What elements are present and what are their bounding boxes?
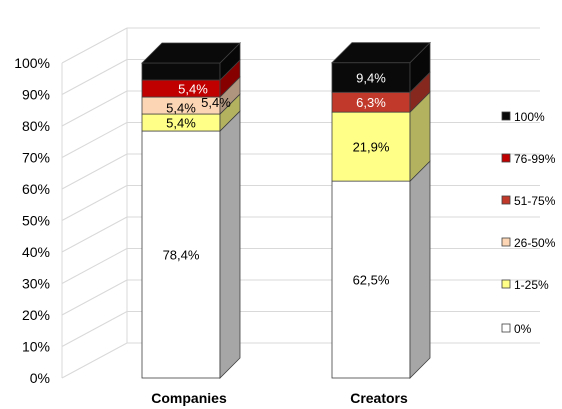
legend-swatch bbox=[501, 279, 511, 289]
bar-segment-creators-100pct bbox=[331, 41, 431, 94]
y-tick-label: 10% bbox=[22, 339, 50, 355]
y-axis-tick-labels: 0% 10% 20% 30% 40% 50% 60% 70% 80% 90% 100% bbox=[14, 55, 50, 386]
y-tick-label: 80% bbox=[22, 118, 50, 134]
bar-segment-companies-1-25pct bbox=[141, 93, 241, 133]
legend-label: 26-50% bbox=[514, 236, 556, 250]
legend-label: 51-75% bbox=[514, 194, 556, 208]
legend-label: 0% bbox=[514, 322, 532, 336]
category-label: Creators bbox=[350, 390, 408, 406]
legend-swatch bbox=[501, 195, 511, 205]
gridline-depth bbox=[61, 311, 128, 347]
legend-label: 100% bbox=[514, 110, 545, 124]
data-label: 6,3% bbox=[356, 95, 386, 110]
y-tick-label: 20% bbox=[22, 307, 50, 323]
y-tick-label: 100% bbox=[14, 55, 50, 71]
y-tick-label: 90% bbox=[22, 87, 50, 103]
gridline-depth bbox=[61, 27, 128, 64]
data-label: 5,4% bbox=[201, 95, 231, 110]
legend-item-76-99pct: 76-99% bbox=[501, 152, 556, 166]
legend-item-100pct: 100% bbox=[501, 110, 545, 124]
legend: 100% 76-99% 51-75% 26-50% 1-25% 0% bbox=[501, 110, 556, 336]
legend-label: 76-99% bbox=[514, 152, 556, 166]
legend-item-0pct: 0% bbox=[501, 322, 532, 336]
gridline-depth bbox=[61, 59, 128, 95]
y-tick-label: 0% bbox=[30, 370, 50, 386]
gridline-depth bbox=[61, 122, 128, 158]
gridline-depth bbox=[61, 90, 128, 127]
y-tick-label: 40% bbox=[22, 244, 50, 260]
bars bbox=[141, 41, 431, 379]
bar-segment-creators-1-25pct bbox=[331, 91, 431, 183]
x-axis-category-labels: Companies Creators bbox=[151, 390, 408, 406]
legend-swatch bbox=[501, 237, 511, 247]
gridline-depth bbox=[61, 248, 128, 284]
category-label: Companies bbox=[151, 390, 227, 406]
legend-swatch bbox=[501, 111, 511, 121]
y-tick-label: 70% bbox=[22, 150, 50, 166]
legend-swatch bbox=[501, 323, 511, 333]
data-label: 5,4% bbox=[166, 116, 196, 131]
gridline-depth bbox=[61, 279, 128, 316]
gridlines bbox=[61, 27, 540, 379]
bar-top-companies bbox=[141, 42, 241, 64]
bar-segment-companies-0pct bbox=[141, 110, 241, 379]
gridline-depth bbox=[61, 342, 128, 379]
data-labels: 78,4%5,4%5,4%5,4%5,4%62,5%21,9%6,3%9,4% bbox=[163, 70, 390, 287]
data-label: 21,9% bbox=[353, 140, 390, 155]
gridline-depth bbox=[61, 153, 128, 190]
data-label: 78,4% bbox=[163, 248, 200, 263]
legend-item-26-50pct: 26-50% bbox=[501, 236, 556, 250]
bar-segment-creators-0pct bbox=[331, 160, 431, 379]
y-tick-label: 60% bbox=[22, 181, 50, 197]
data-label: 5,4% bbox=[166, 101, 196, 116]
legend-swatch bbox=[501, 153, 511, 163]
legend-item-1-25pct: 1-25% bbox=[501, 278, 549, 292]
y-tick-label: 30% bbox=[22, 276, 50, 292]
bar-segment-creators-51-75pct bbox=[331, 71, 431, 114]
data-label: 62,5% bbox=[353, 273, 390, 288]
y-tick-label: 50% bbox=[22, 213, 50, 229]
bar-segment-companies-100pct bbox=[141, 42, 241, 81]
legend-label: 1-25% bbox=[514, 278, 549, 292]
gridline-depth bbox=[61, 185, 128, 221]
gridline-depth bbox=[61, 216, 128, 253]
data-label: 9,4% bbox=[356, 70, 386, 85]
bar-segment-companies-26-50pct bbox=[141, 76, 241, 115]
data-label: 5,4% bbox=[178, 82, 208, 97]
bar-top-creators bbox=[331, 42, 431, 64]
legend-item-51-75pct: 51-75% bbox=[501, 194, 556, 208]
